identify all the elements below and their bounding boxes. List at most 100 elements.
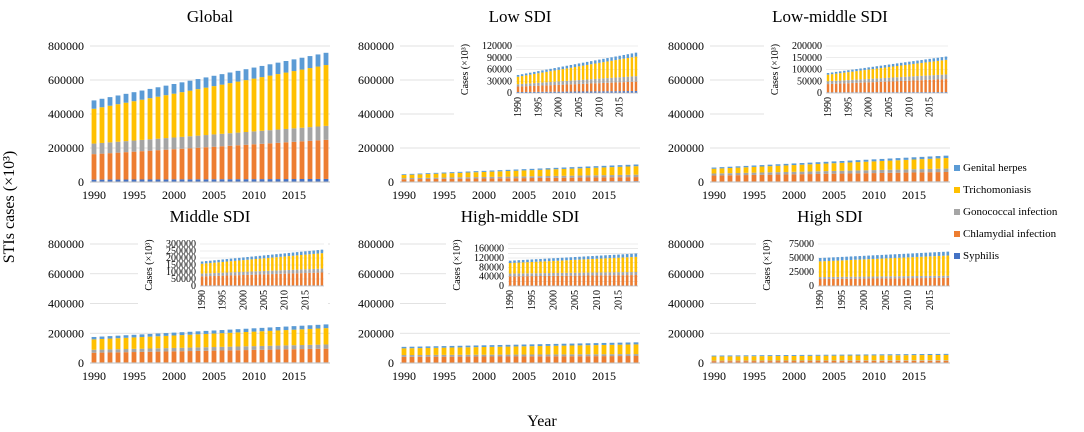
main-bar-1999-genital-herpes (783, 355, 789, 356)
inset-bar-2015-syphilis (928, 92, 931, 93)
main-bar-2005-trichomoniasis (211, 86, 217, 135)
main-bar-2019-genital-herpes (633, 164, 639, 167)
inset-bar-2000-chlamydial-infection (557, 84, 560, 92)
x-axis-label: Year (527, 413, 557, 430)
main-bar-1993-genital-herpes (425, 173, 431, 175)
main-bar-2000-genital-herpes (171, 332, 177, 336)
main-bar-1990-trichomoniasis (91, 108, 97, 144)
inset-x-tick-label: 2005 (881, 290, 892, 310)
inset-bar-1990-chlamydial-infection (200, 276, 204, 286)
y-tick-label: 400000 (48, 107, 84, 121)
main-bar-2017-trichomoniasis (927, 355, 933, 361)
main-bar-2013-gonococcal-infection (275, 129, 281, 143)
main-bar-2003-gonococcal-infection (815, 360, 821, 361)
inset-bar-2007-genital-herpes (893, 254, 897, 258)
inset-bar-2002-chlamydial-infection (875, 82, 879, 93)
main-bar-2016-chlamydial-infection (609, 356, 615, 363)
main-bar-2017-gonococcal-infection (927, 360, 933, 361)
main-bar-2001-genital-herpes (489, 170, 495, 172)
inset-bar-2005-chlamydial-infection (262, 274, 266, 286)
main-bar-2016-trichomoniasis (609, 167, 615, 176)
main-bar-2018-gonococcal-infection (625, 354, 631, 357)
main-bar-1995-gonococcal-infection (751, 360, 757, 362)
main-bar-2017-genital-herpes (617, 165, 623, 167)
main-bar-2008-trichomoniasis (545, 345, 551, 355)
main-bar-2006-trichomoniasis (219, 84, 225, 134)
main-bar-2002-genital-herpes (497, 170, 503, 172)
main-bar-2004-chlamydial-infection (823, 360, 829, 363)
inset-bar-2001-syphilis (561, 91, 564, 93)
inset-bar-1997-genital-herpes (539, 258, 542, 262)
inset-bar-1990-chlamydial-infection (826, 84, 830, 93)
main-bar-2015-trichomoniasis (291, 329, 297, 346)
main-bar-2015-gonococcal-infection (291, 128, 297, 142)
inset-bar-2009-genital-herpes (904, 62, 907, 65)
main-bar-1995-trichomoniasis (441, 347, 447, 355)
main-bar-2003-chlamydial-infection (195, 147, 201, 180)
main-bar-2019-gonococcal-infection (633, 174, 639, 178)
main-bar-1994-gonococcal-infection (743, 360, 749, 362)
main-bar-2010-gonococcal-infection (561, 354, 567, 357)
inset-bar-1990-syphilis (516, 92, 520, 93)
inset-bar-1990-genital-herpes (200, 261, 204, 264)
inset-bar-2016-chlamydial-infection (932, 79, 935, 93)
inset-x-tick-label: 2010 (594, 97, 605, 117)
main-bar-2017-gonococcal-infection (617, 174, 623, 178)
main-bar-2011-trichomoniasis (259, 331, 265, 346)
inset-bar-1993-chlamydial-infection (213, 275, 216, 286)
inset-bar-1990-genital-herpes (818, 258, 822, 262)
main-bar-1993-trichomoniasis (425, 347, 431, 355)
inset-bar-2008-gonococcal-infection (586, 272, 590, 276)
inset-bar-1996-trichomoniasis (541, 72, 544, 83)
y-tick-label: 400000 (668, 297, 704, 311)
inset-bar-2011-gonococcal-infection (911, 276, 914, 279)
main-bar-2014-genital-herpes (593, 166, 599, 168)
inset-bar-2006-genital-herpes (581, 62, 585, 66)
inset-bar-2019-gonococcal-infection (634, 272, 638, 276)
inset-bar-2001-trichomoniasis (561, 69, 564, 82)
main-bar-2007-gonococcal-infection (847, 170, 853, 174)
main-bar-2014-trichomoniasis (593, 167, 599, 176)
main-bar-2001-chlamydial-infection (489, 356, 495, 363)
main-bar-2016-genital-herpes (919, 354, 925, 356)
main-bar-2017-genital-herpes (307, 56, 313, 69)
inset-bar-2006-gonococcal-infection (266, 270, 270, 275)
inset-bar-2004-genital-herpes (258, 255, 262, 259)
main-bar-2016-gonococcal-infection (919, 360, 925, 361)
inset-bar-1992-gonococcal-infection (517, 273, 521, 277)
main-bar-2019-trichomoniasis (943, 354, 949, 361)
inset-bar-1994-chlamydial-infection (836, 278, 840, 286)
inset-bar-2014-gonococcal-infection (924, 275, 928, 279)
inset-bar-1998-trichomoniasis (854, 259, 857, 277)
main-bar-2009-genital-herpes (243, 69, 249, 81)
inset-bar-2002-trichomoniasis (875, 68, 879, 79)
main-bar-2003-gonococcal-infection (505, 354, 511, 357)
main-bar-2017-syphilis (307, 178, 313, 182)
inset-bar-1991-gonococcal-infection (830, 81, 834, 84)
inset-bar-1998-chlamydial-infection (549, 85, 552, 92)
inset-bar-2005-gonococcal-infection (884, 276, 888, 279)
inset-bar-2009-gonococcal-infection (591, 272, 594, 276)
inset-bar-1996-genital-herpes (541, 70, 544, 73)
y-tick-label: 200000 (48, 326, 84, 340)
main-bar-2006-gonococcal-infection (839, 170, 845, 174)
main-bar-2006-trichomoniasis (839, 355, 845, 361)
main-bar-2019-genital-herpes (323, 324, 329, 329)
inset-bar-2011-trichomoniasis (287, 256, 291, 270)
inset-bar-2017-genital-herpes (312, 250, 315, 254)
inset-bar-1990-gonococcal-infection (508, 273, 512, 277)
main-bar-2000-gonococcal-infection (171, 347, 177, 352)
inset-bar-1994-trichomoniasis (836, 260, 840, 277)
inset-bar-1990-genital-herpes (508, 260, 512, 264)
y-tick-label: 400000 (358, 297, 394, 311)
main-bar-2001-chlamydial-infection (799, 361, 805, 363)
main-bar-2018-chlamydial-infection (935, 360, 941, 363)
main-bar-2003-genital-herpes (195, 331, 201, 335)
main-bar-1999-trichomoniasis (163, 95, 169, 139)
main-bar-1990-trichomoniasis (91, 339, 97, 350)
main-bar-2006-gonococcal-infection (529, 354, 535, 357)
inset-bar-2007-trichomoniasis (893, 257, 897, 277)
inset-x-tick-label: 1990 (815, 290, 826, 310)
main-bar-2001-gonococcal-infection (489, 176, 495, 179)
